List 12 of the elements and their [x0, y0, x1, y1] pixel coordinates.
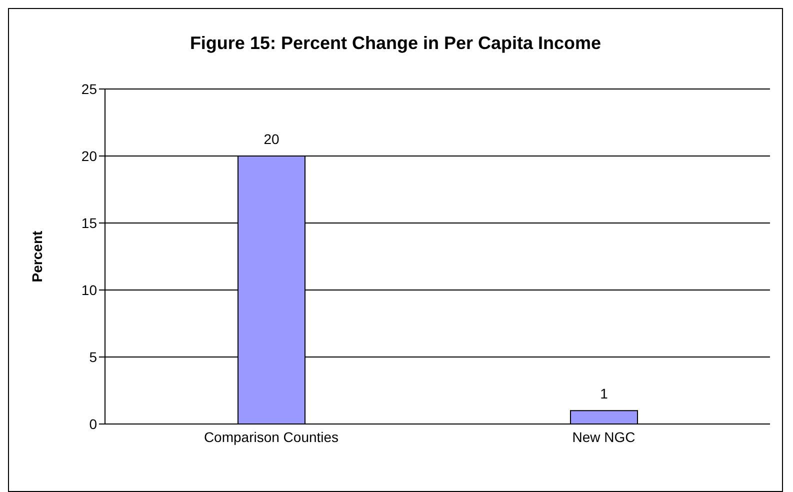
- y-tick-label: 25: [81, 80, 98, 97]
- y-tick-label: 15: [81, 214, 98, 231]
- y-tick-label: 0: [89, 416, 98, 432]
- chart-title: Figure 15: Percent Change in Per Capita Income: [188, 32, 602, 55]
- y-tick-label: 20: [81, 148, 98, 164]
- data-label: 1: [600, 386, 608, 402]
- x-tick-label: New NGC: [572, 428, 636, 445]
- y-tick-label: 5: [89, 348, 98, 365]
- y-axis-title: Percent: [28, 230, 45, 282]
- y-tick-label: 10: [81, 282, 98, 298]
- x-tick-label: Comparison Counties: [204, 428, 339, 445]
- data-label: 20: [264, 131, 280, 147]
